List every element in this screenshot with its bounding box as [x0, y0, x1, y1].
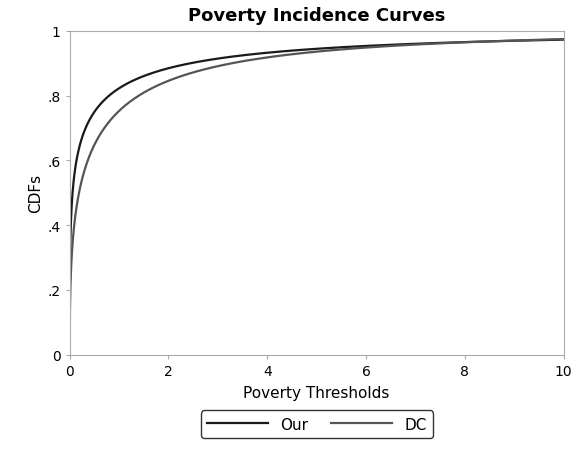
- X-axis label: Poverty Thresholds: Poverty Thresholds: [243, 385, 390, 400]
- Title: Poverty Incidence Curves: Poverty Incidence Curves: [188, 7, 445, 25]
- Legend: Our, DC: Our, DC: [200, 410, 433, 438]
- Y-axis label: CDFs: CDFs: [28, 174, 43, 213]
